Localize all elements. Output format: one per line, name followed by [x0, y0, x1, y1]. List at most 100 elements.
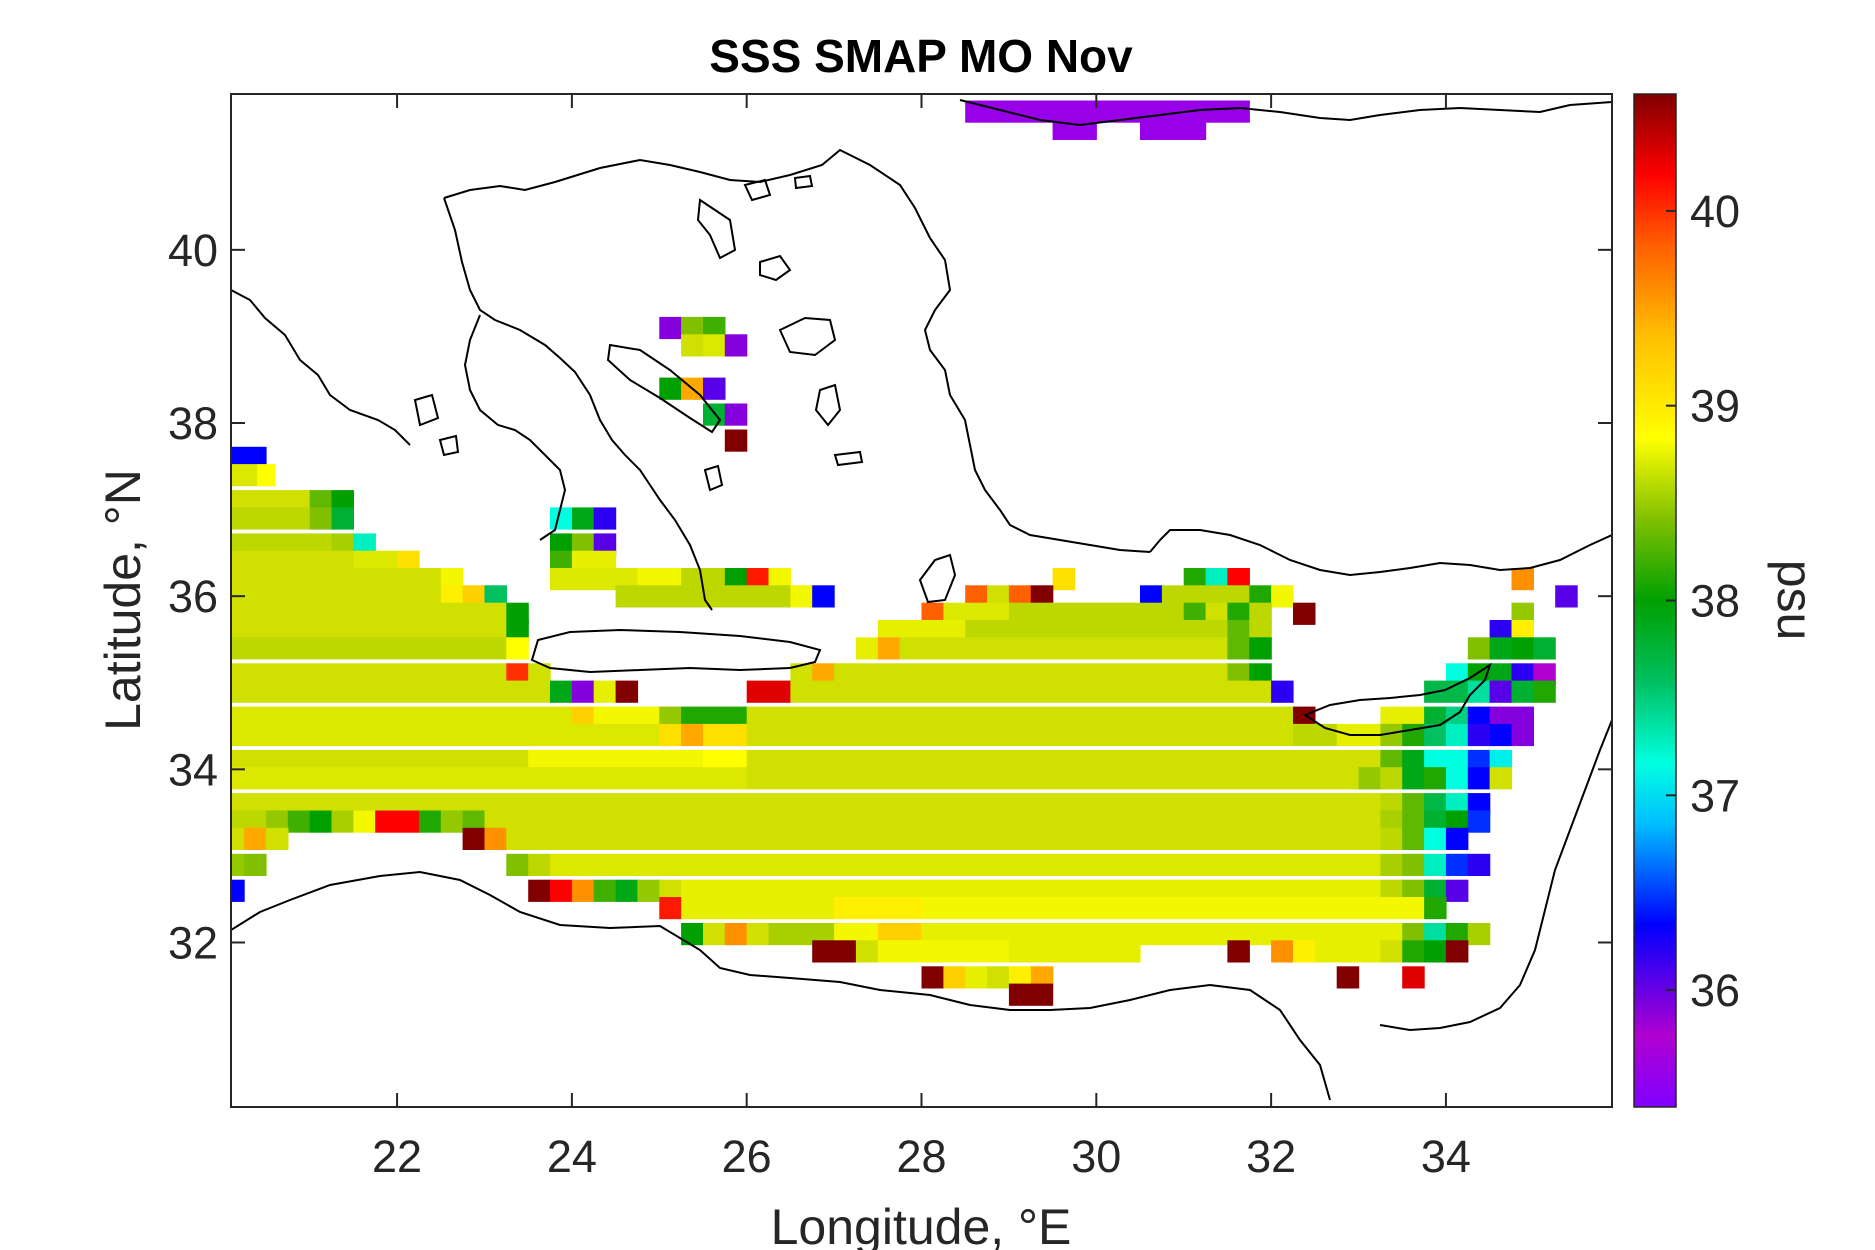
heatmap-cell: [681, 897, 835, 920]
heatmap-cell: [877, 940, 1010, 963]
heatmap-cell: [418, 810, 442, 833]
heatmap-cell: [768, 923, 835, 946]
coastline-chios: [814, 383, 842, 427]
heatmap-cell: [1183, 568, 1207, 591]
colorbar-tick-label: 40: [1690, 186, 1740, 237]
heatmap-cell: [462, 810, 486, 833]
heatmap-cell: [1380, 723, 1403, 747]
heatmap-cell: [703, 923, 726, 946]
heatmap-cell: [1227, 568, 1250, 591]
x-tick-label: 26: [722, 1131, 772, 1182]
x-axis-label: Longitude, °E: [771, 1199, 1072, 1250]
heatmap-cell: [615, 680, 639, 703]
heatmap-cell: [681, 316, 704, 340]
coastline-crete: [530, 628, 822, 674]
heatmap-cell: [231, 602, 507, 625]
heatmap-cell: [550, 507, 573, 530]
heatmap-cell: [331, 810, 354, 833]
heatmap-cell: [1402, 853, 1425, 876]
heatmap-cell: [1445, 793, 1469, 816]
heatmap-cell: [681, 723, 704, 747]
heatmap-cell: [1030, 585, 1054, 608]
heatmap-cell: [231, 749, 529, 773]
heatmap-cell: [309, 810, 333, 833]
heatmap-cell: [1249, 620, 1272, 643]
heatmap-cell: [1424, 940, 1447, 963]
heatmap-cell: [1402, 810, 1425, 833]
heatmap-cell: [231, 568, 442, 591]
chart-title: SSS SMAP MO Nov: [709, 30, 1133, 82]
heatmap-cell: [1249, 663, 1272, 686]
heatmap-cell: [1402, 966, 1425, 989]
heatmap-cell: [681, 334, 704, 357]
heatmap-cell: [1314, 940, 1381, 963]
heatmap-cell: [231, 550, 354, 573]
heatmap-cell: [550, 533, 573, 556]
colorbar-tick-label: 38: [1690, 576, 1740, 627]
heatmap-cell: [746, 767, 1360, 790]
heatmap-cell: [943, 966, 966, 989]
heatmap-cell: [659, 316, 682, 340]
heatmap-cell: [1293, 940, 1316, 963]
heatmap-cell: [244, 827, 267, 850]
coastline-samothraki: [793, 174, 814, 190]
heatmap-cell: [965, 620, 1228, 643]
y-tick-label: 40: [168, 225, 218, 276]
heatmap-cell: [1489, 680, 1513, 703]
heatmap-cell: [1467, 680, 1491, 703]
heatmap-cell: [331, 507, 354, 530]
coastline-greece-west: [443, 197, 713, 611]
heatmap-cell: [1380, 793, 1403, 816]
coastline: [231, 99, 1612, 1101]
heatmap-cell: [1380, 827, 1403, 850]
heatmap-cell: [571, 879, 595, 902]
heatmap-cell: [615, 585, 791, 608]
heatmap-cell: [397, 550, 420, 573]
heatmap-cell: [1533, 637, 1556, 660]
heatmap-cell: [1489, 637, 1513, 660]
heatmap-cell: [1445, 853, 1469, 876]
heatmap-cell: [1467, 853, 1491, 876]
heatmap-cell: [462, 585, 486, 608]
heatmap-cell: [244, 853, 267, 876]
heatmap-cell: [1511, 637, 1534, 660]
x-tick-label: 24: [547, 1131, 597, 1182]
coastline-lesbos: [778, 316, 837, 357]
heatmap-cell: [1533, 680, 1556, 703]
heatmap-cell: [484, 810, 1381, 833]
heatmap-cell: [1227, 602, 1250, 625]
coastline-peloponnese: [463, 314, 567, 541]
heatmap-cell: [1511, 680, 1534, 703]
heatmap-cell: [724, 403, 748, 426]
heatmap-cell: [812, 940, 857, 963]
coastline-naxos: [703, 464, 724, 492]
heatmap-cell: [724, 429, 748, 452]
heatmap-cell: [593, 879, 617, 902]
heatmap-cell: [1445, 879, 1469, 902]
heatmap-cell: [703, 723, 748, 747]
heatmap-cell: [506, 853, 529, 876]
heatmap-cell: [1445, 663, 1469, 686]
heatmap-cell: [231, 507, 311, 530]
heatmap-cell: [1445, 827, 1469, 850]
heatmap-cell: [987, 585, 1010, 608]
heatmap-cell: [506, 827, 1381, 850]
heatmap-cell: [899, 637, 1228, 660]
heatmap-cell: [550, 879, 573, 902]
heatmap-cell: [724, 334, 748, 357]
heatmap-cell: [266, 810, 289, 833]
heatmap-cell: [1511, 663, 1534, 686]
heatmap-cell: [1467, 749, 1491, 773]
heatmap-cell: [921, 923, 1403, 946]
coastline-italy: [231, 289, 411, 446]
heatmap-cell: [703, 316, 726, 340]
heatmap-cell: [257, 464, 276, 487]
heatmap-cell: [231, 767, 748, 790]
heatmap-cell: [231, 879, 245, 902]
heatmap-cell: [287, 810, 311, 833]
heatmap-cell: [1380, 767, 1403, 790]
heatmap-cell: [659, 377, 682, 400]
heatmap-cell: [593, 533, 617, 556]
heatmap-cell: [231, 464, 258, 487]
heatmap-cell: [746, 923, 770, 946]
